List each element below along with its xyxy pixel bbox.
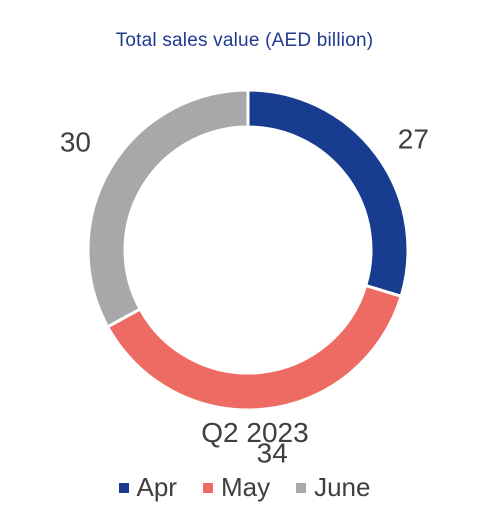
legend-swatch-apr <box>118 482 129 493</box>
data-label-may: 34 <box>257 437 288 468</box>
legend-label-june: June <box>314 472 371 502</box>
legend-item-june: June <box>296 472 370 503</box>
chart-title: Total sales value (AED billion) <box>115 30 374 51</box>
slice-apr <box>246 88 410 299</box>
slice-may <box>105 283 404 412</box>
slice-june <box>86 88 250 329</box>
legend-item-apr: Apr <box>118 472 177 503</box>
data-labels: 27 34 30 <box>60 124 429 469</box>
center-label: Q2 2023 <box>201 417 308 448</box>
donut-slices <box>86 88 410 412</box>
data-label-june: 30 <box>60 126 91 157</box>
legend: Apr May June <box>0 472 489 503</box>
legend-swatch-june <box>296 482 307 493</box>
legend-swatch-may <box>202 482 213 493</box>
legend-label-apr: Apr <box>136 472 177 502</box>
legend-label-may: May <box>220 472 271 502</box>
data-label-apr: 27 <box>398 124 429 155</box>
legend-item-may: May <box>202 472 271 503</box>
